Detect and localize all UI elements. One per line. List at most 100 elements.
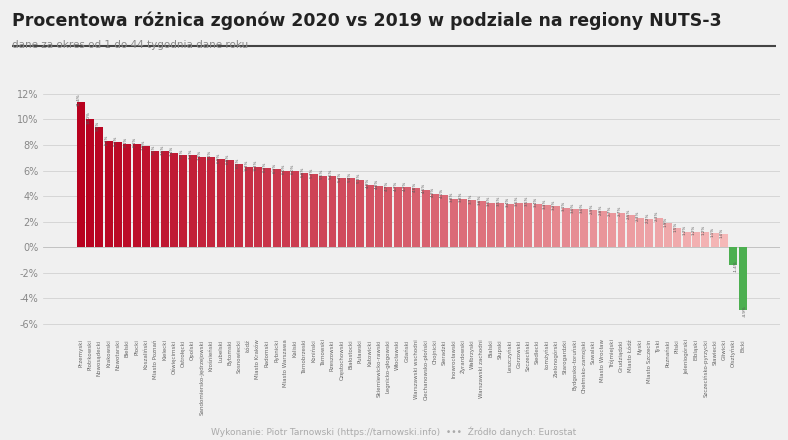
Bar <box>170 153 178 247</box>
Text: 1.2%: 1.2% <box>692 225 696 235</box>
Text: 5.4%: 5.4% <box>338 172 342 182</box>
Bar <box>263 168 271 247</box>
Bar <box>655 218 663 247</box>
Bar <box>589 210 597 247</box>
Text: -4.9%: -4.9% <box>742 305 747 317</box>
Bar <box>236 164 243 247</box>
Text: dane za okres od 1 do 44 tygodnia dane roku: dane za okres od 1 do 44 tygodnia dane r… <box>12 40 248 50</box>
Bar <box>608 213 616 247</box>
Text: 3.4%: 3.4% <box>506 197 510 207</box>
Text: 5.8%: 5.8% <box>300 166 304 177</box>
Text: 7.2%: 7.2% <box>180 149 184 159</box>
Bar <box>273 169 281 247</box>
Text: 1.2%: 1.2% <box>682 225 686 235</box>
Text: 4.9%: 4.9% <box>366 178 370 188</box>
Text: 8.3%: 8.3% <box>105 135 109 145</box>
Text: 8.1%: 8.1% <box>132 137 137 147</box>
Text: 7.1%: 7.1% <box>198 150 202 160</box>
Text: 8.2%: 8.2% <box>114 136 118 146</box>
Bar <box>468 200 476 247</box>
Text: 2.5%: 2.5% <box>626 209 631 219</box>
Bar <box>543 205 551 247</box>
Bar <box>385 187 392 247</box>
Text: 3.5%: 3.5% <box>496 196 500 206</box>
Text: 2.8%: 2.8% <box>599 205 603 215</box>
Bar <box>394 187 402 247</box>
Text: 1.2%: 1.2% <box>701 225 705 235</box>
Bar <box>422 190 429 247</box>
Text: Wykonanie: Piotr Tarnowski (https://tarnowski.info)  •••  Źródło danych: Eurosta: Wykonanie: Piotr Tarnowski (https://tarn… <box>211 426 577 437</box>
Text: 8.1%: 8.1% <box>124 137 128 147</box>
Text: 7.5%: 7.5% <box>151 145 155 155</box>
Text: 5.6%: 5.6% <box>319 169 323 180</box>
Bar <box>338 178 346 247</box>
Text: -1.4%: -1.4% <box>734 261 738 272</box>
Bar <box>580 209 588 247</box>
Bar <box>77 102 85 247</box>
Bar <box>207 157 215 247</box>
Bar <box>562 208 570 247</box>
Bar <box>533 204 541 247</box>
Bar <box>375 186 383 247</box>
Bar <box>496 202 504 247</box>
Bar <box>626 215 635 247</box>
Bar <box>366 185 374 247</box>
Text: 3.7%: 3.7% <box>468 193 472 204</box>
Text: 4.5%: 4.5% <box>422 183 426 193</box>
Text: 4.6%: 4.6% <box>412 182 416 192</box>
Text: 3.3%: 3.3% <box>543 198 547 209</box>
Bar <box>348 178 355 247</box>
Bar <box>524 202 532 247</box>
Text: 5.6%: 5.6% <box>329 169 333 180</box>
Text: 4.7%: 4.7% <box>385 180 388 191</box>
Bar <box>618 213 626 247</box>
Text: 7.9%: 7.9% <box>142 139 146 150</box>
Bar <box>664 223 672 247</box>
Bar <box>142 147 150 247</box>
Bar <box>636 218 644 247</box>
Text: 3.2%: 3.2% <box>552 200 556 210</box>
Text: 3.5%: 3.5% <box>515 196 519 206</box>
Bar <box>300 173 308 247</box>
Text: 6.0%: 6.0% <box>282 164 286 174</box>
Bar <box>459 199 467 247</box>
Text: 1.0%: 1.0% <box>720 228 724 238</box>
Text: 2.7%: 2.7% <box>608 206 612 216</box>
Bar <box>95 127 103 247</box>
Text: 3.5%: 3.5% <box>487 196 491 206</box>
Bar <box>217 159 225 247</box>
Bar <box>506 204 514 247</box>
Text: 11.4%: 11.4% <box>76 94 81 106</box>
Bar <box>701 232 709 247</box>
Text: 6.3%: 6.3% <box>254 160 258 170</box>
Bar <box>132 144 141 247</box>
Bar <box>431 194 439 247</box>
Bar <box>161 151 169 247</box>
Bar <box>552 206 560 247</box>
Bar <box>412 188 420 247</box>
Bar <box>450 199 458 247</box>
Text: Procentowa różnica zgonów 2020 vs 2019 w podziale na regiony NUTS-3: Procentowa różnica zgonów 2020 vs 2019 w… <box>12 11 722 29</box>
Bar <box>478 201 485 247</box>
Bar <box>711 233 719 247</box>
Text: 4.1%: 4.1% <box>440 188 444 198</box>
Bar <box>440 195 448 247</box>
Bar <box>645 219 653 247</box>
Text: 9.4%: 9.4% <box>95 121 99 131</box>
Bar <box>319 176 327 247</box>
Text: 6.9%: 6.9% <box>217 152 221 163</box>
Text: 2.9%: 2.9% <box>589 203 593 214</box>
Text: 1.9%: 1.9% <box>664 216 668 227</box>
Bar <box>674 228 682 247</box>
Text: 1.1%: 1.1% <box>711 227 715 237</box>
Text: 5.3%: 5.3% <box>356 173 360 183</box>
Bar <box>515 202 523 247</box>
Bar <box>198 157 206 247</box>
Bar <box>403 187 411 247</box>
Text: 6.3%: 6.3% <box>244 160 248 170</box>
Bar <box>292 171 299 247</box>
Text: 4.7%: 4.7% <box>403 180 407 191</box>
Bar <box>86 120 94 247</box>
Text: 6.0%: 6.0% <box>292 164 296 174</box>
Text: 6.1%: 6.1% <box>273 163 277 173</box>
